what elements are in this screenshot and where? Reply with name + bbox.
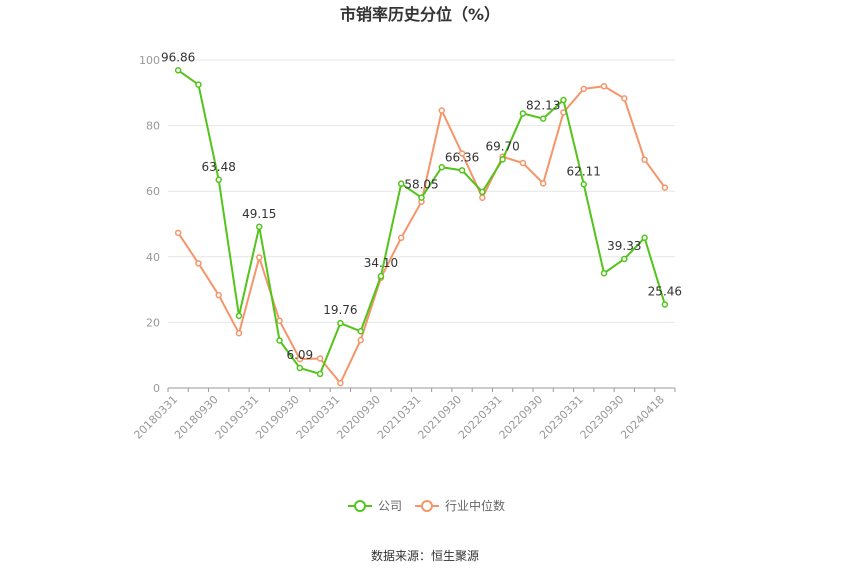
data-point[interactable] [235,329,243,337]
data-point[interactable] [600,269,608,277]
data-point[interactable] [641,234,648,242]
data-label: 96.86 [161,50,195,64]
data-point[interactable] [580,85,587,93]
data-label: 25.46 [648,284,682,298]
data-point[interactable] [621,255,628,263]
data-point[interactable] [438,107,446,114]
data-point[interactable] [296,355,304,363]
data-point[interactable] [357,336,364,344]
y-tick-label: 20 [146,316,160,329]
source-text: 数据来源：恒生聚源 [371,548,479,563]
data-point[interactable] [458,150,466,157]
data-label: 66.36 [445,150,479,164]
data-point[interactable] [499,156,506,163]
data-point[interactable] [661,301,669,308]
y-tick-label: 40 [146,251,160,264]
data-point[interactable] [276,317,283,325]
data-point[interactable] [479,188,486,196]
data-point[interactable] [296,364,304,372]
y-tick-label: 60 [146,185,160,198]
legend-marker [354,500,366,512]
data-point[interactable] [519,159,527,167]
y-tick-label: 0 [153,382,160,395]
data-point[interactable] [397,234,405,242]
data-label: 58.05 [404,178,438,192]
data-label: 39.33 [607,239,641,253]
data-point[interactable] [479,194,486,202]
series-group [174,67,669,387]
data-point[interactable] [215,176,222,184]
data-point[interactable] [397,180,405,187]
legend[interactable]: 公司 行业中位数 [348,498,505,513]
y-axis: 0 20 40 60 80 100 [139,54,160,395]
data-point[interactable] [174,67,182,74]
data-label: 34.10 [364,256,398,270]
data-point[interactable] [458,167,466,174]
x-axis: 2018033120180930201903312019093020200331… [131,387,676,442]
data-point[interactable] [580,181,587,188]
series-line [177,85,666,385]
data-point[interactable] [195,260,202,267]
data-point[interactable] [600,82,608,90]
data-point[interactable] [195,81,202,88]
data-point[interactable] [337,379,344,387]
y-tick-label: 100 [139,54,160,67]
data-label: 62.11 [567,164,601,178]
data-point[interactable] [641,156,648,163]
data-point[interactable] [337,319,344,327]
data-point[interactable] [418,194,425,201]
series-line [177,69,666,376]
legend-marker [421,500,433,512]
data-point[interactable] [316,370,324,378]
data-point[interactable] [357,328,364,335]
data-label: 49.15 [242,207,276,221]
data-point[interactable] [215,291,222,299]
data-label: 82.13 [526,99,560,113]
data-point[interactable] [560,96,567,104]
data-point[interactable] [539,180,547,187]
data-label: 69.70 [485,139,519,153]
data-point[interactable] [174,229,182,237]
legend-label: 公司 [378,499,402,513]
data-point[interactable] [661,184,669,191]
data-point[interactable] [276,337,283,344]
data-point[interactable] [519,110,527,117]
data-point[interactable] [539,115,547,122]
y-tick-label: 80 [146,120,160,133]
chart-title: 市销率历史分位（%） [340,5,500,24]
data-point[interactable] [256,223,263,231]
data-label: 6.09 [286,348,313,362]
data-label: 63.48 [202,160,236,174]
data-point[interactable] [235,312,243,320]
legend-label: 行业中位数 [445,498,505,513]
data-label: 19.76 [323,303,357,317]
data-point[interactable] [621,95,628,102]
data-point[interactable] [438,164,446,171]
data-point[interactable] [316,355,324,362]
x-tick-label: 20240418 [618,393,667,442]
data-point[interactable] [256,254,263,261]
data-point[interactable] [377,272,385,280]
data-labels: 96.86 63.48 49.15 6.09 19.76 34.10 58.05 66.36 6… [161,50,682,362]
